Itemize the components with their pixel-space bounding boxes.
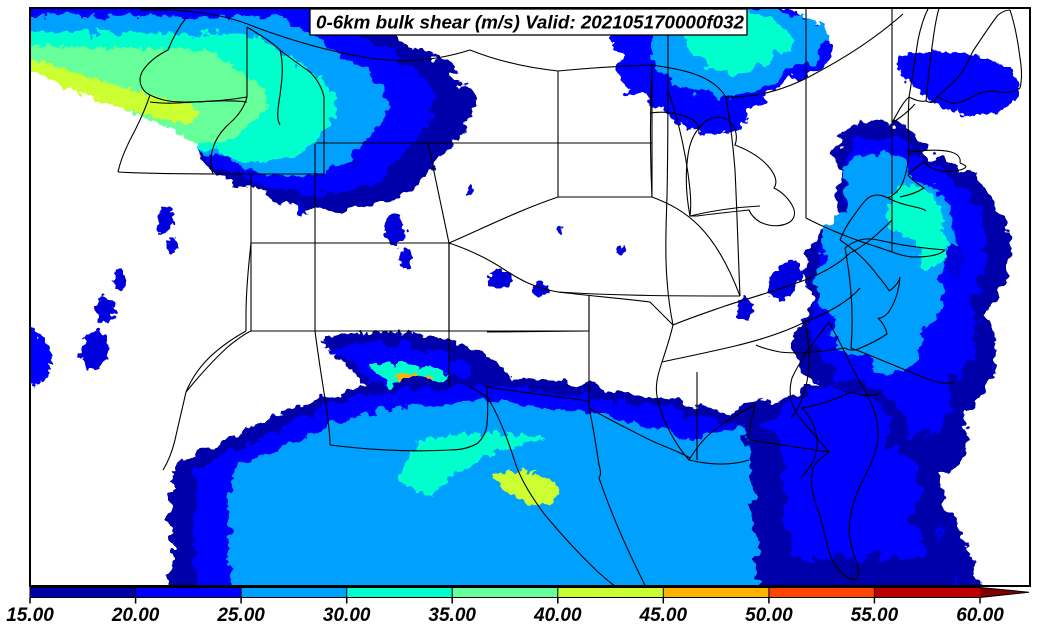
svg-text:60.00: 60.00 (956, 605, 1004, 626)
svg-text:0-6km bulk shear (m/s) Valid:: 0-6km bulk shear (m/s) Valid: 2021051700… (316, 12, 745, 33)
svg-text:40.00: 40.00 (533, 605, 582, 626)
svg-text:15.00: 15.00 (6, 605, 54, 626)
svg-text:50.00: 50.00 (745, 605, 793, 626)
svg-text:25.00: 25.00 (216, 605, 265, 626)
svg-text:55.00: 55.00 (851, 605, 899, 626)
svg-text:45.00: 45.00 (639, 605, 688, 626)
svg-text:20.00: 20.00 (111, 605, 160, 626)
svg-text:30.00: 30.00 (323, 605, 371, 626)
svg-text:35.00: 35.00 (428, 605, 476, 626)
